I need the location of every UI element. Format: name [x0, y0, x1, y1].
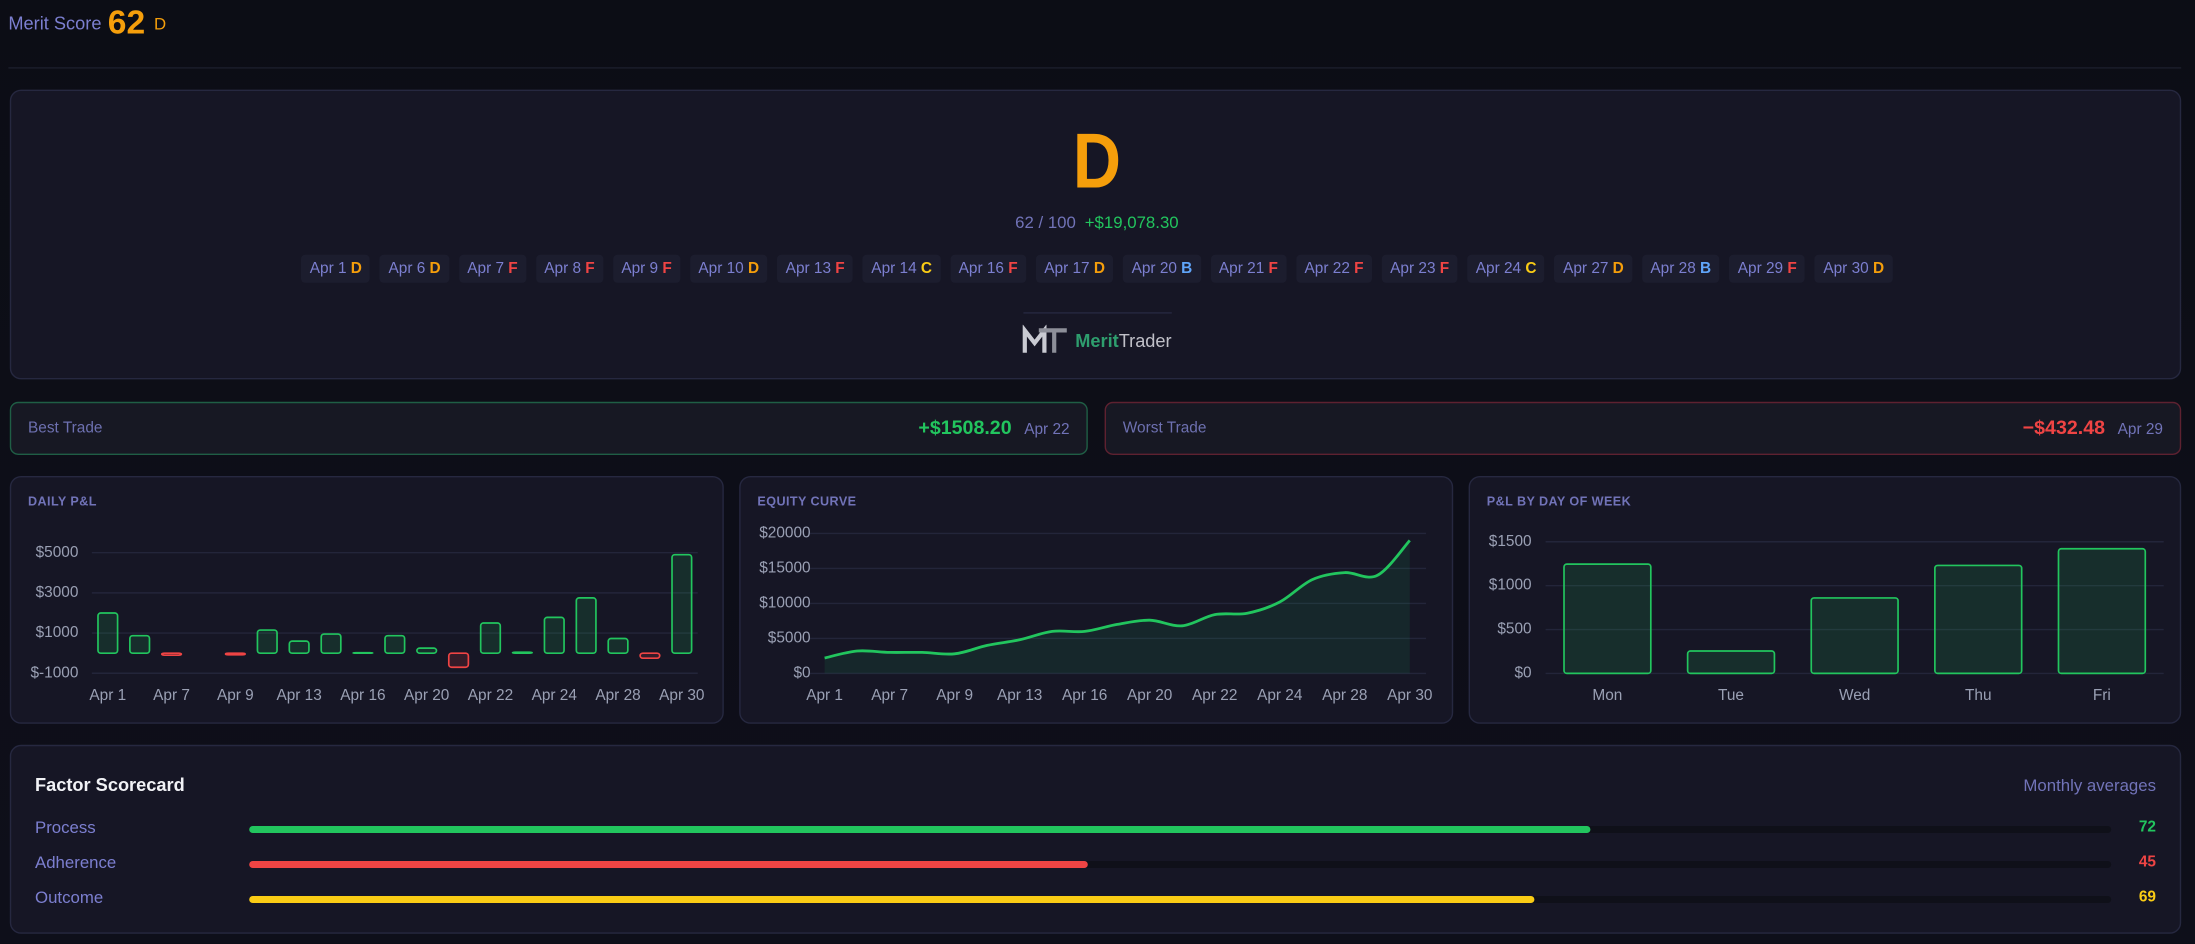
y-tick-label: $3000 — [36, 584, 79, 601]
y-tick-label: $0 — [1514, 664, 1531, 681]
y-tick-label: $1000 — [1489, 577, 1532, 594]
bar — [449, 653, 469, 667]
bar — [576, 598, 596, 653]
bar — [321, 634, 341, 653]
bar — [1811, 598, 1898, 673]
x-tick-label: Apr 1 — [806, 687, 843, 704]
x-tick-label: Apr 30 — [659, 687, 704, 704]
y-tick-label: $5000 — [36, 544, 79, 561]
x-tick-label: Apr 22 — [1192, 687, 1237, 704]
y-tick-label: $0 — [793, 664, 810, 681]
x-tick-label: Apr 16 — [340, 687, 385, 704]
x-tick-label: Apr 28 — [595, 687, 640, 704]
x-tick-label: Apr 16 — [1062, 687, 1107, 704]
y-tick-label: $500 — [1497, 621, 1531, 638]
bar — [98, 613, 118, 653]
x-tick-label: Apr 13 — [276, 687, 321, 704]
x-tick-label: Apr 9 — [936, 687, 973, 704]
bar — [162, 653, 182, 655]
y-tick-label: $1000 — [36, 624, 79, 641]
y-tick-label: $1500 — [1489, 533, 1532, 550]
bar — [1564, 564, 1651, 673]
x-tick-label: Apr 28 — [1322, 687, 1367, 704]
x-tick-label: Apr 24 — [532, 687, 578, 704]
x-tick-label: Fri — [2093, 687, 2111, 704]
bar — [130, 636, 150, 653]
bar — [481, 623, 501, 653]
x-tick-label: Apr 7 — [871, 687, 908, 704]
bar — [1935, 565, 2022, 673]
bar — [672, 555, 692, 653]
x-tick-label: Apr 20 — [1127, 687, 1172, 704]
bar — [1688, 651, 1775, 673]
x-tick-label: Thu — [1965, 687, 1992, 704]
x-tick-label: Mon — [1592, 687, 1622, 704]
bar — [513, 652, 533, 653]
y-tick-label: $10000 — [759, 594, 810, 611]
bar — [289, 641, 309, 653]
x-tick-label: Apr 7 — [153, 687, 190, 704]
bar — [608, 638, 628, 653]
x-tick-label: Apr 22 — [468, 687, 513, 704]
x-tick-label: Apr 20 — [404, 687, 449, 704]
x-tick-label: Wed — [1839, 687, 1870, 704]
x-tick-label: Tue — [1718, 687, 1744, 704]
y-tick-label: $15000 — [759, 559, 810, 576]
bar — [640, 653, 660, 658]
bar — [2058, 549, 2145, 674]
bar — [257, 630, 277, 653]
y-tick-label: $20000 — [759, 524, 810, 541]
bar — [385, 636, 405, 653]
y-tick-label: $-1000 — [30, 664, 78, 681]
bar — [544, 617, 564, 653]
x-tick-label: Apr 9 — [217, 687, 254, 704]
x-tick-label: Apr 30 — [1387, 687, 1432, 704]
x-tick-label: Apr 24 — [1257, 687, 1303, 704]
y-tick-label: $5000 — [768, 629, 811, 646]
x-tick-label: Apr 1 — [89, 687, 126, 704]
x-tick-label: Apr 13 — [997, 687, 1042, 704]
bar — [417, 648, 437, 653]
bar — [226, 653, 246, 655]
